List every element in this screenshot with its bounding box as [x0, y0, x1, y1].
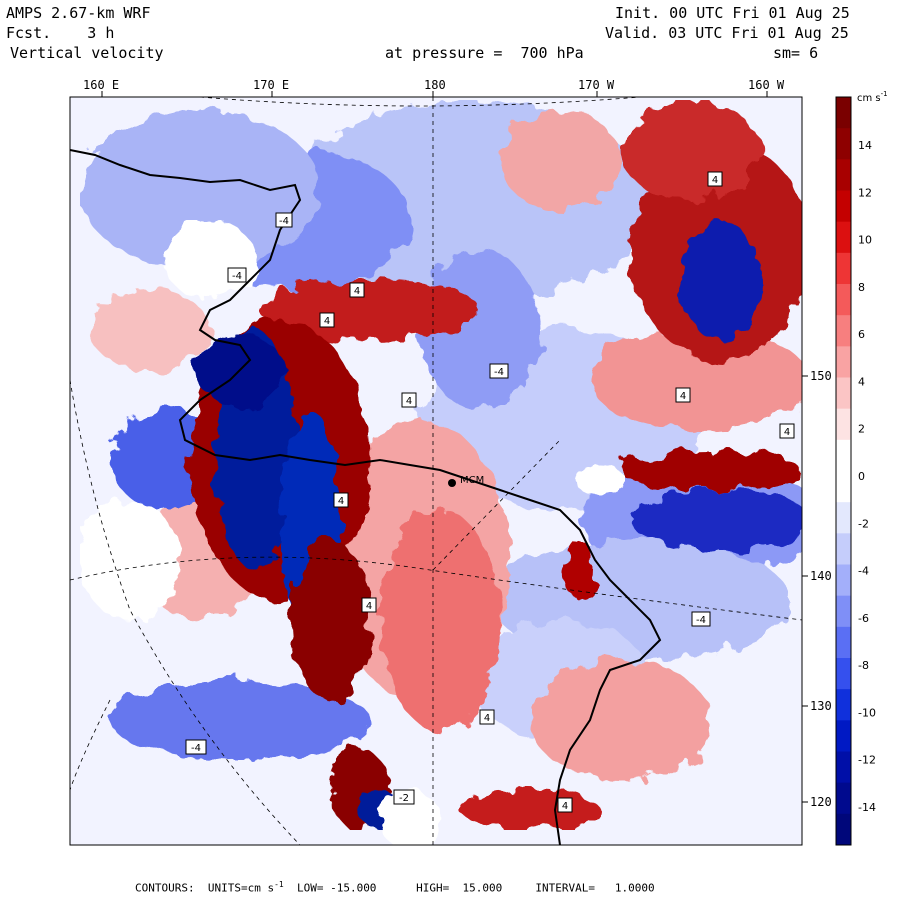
contour-label: -4	[696, 615, 706, 626]
forecast-hour: 3 h	[87, 24, 115, 42]
colorbar-tick-label: 10	[858, 234, 872, 247]
colorbar-tick-label: -8	[858, 659, 869, 672]
map-frame	[69, 96, 803, 846]
station-label: MCM	[460, 475, 484, 486]
graticule	[70, 97, 802, 845]
colorbar-swatch	[836, 408, 851, 441]
contour-label: 4	[680, 391, 686, 402]
contour-label: -4	[232, 271, 242, 282]
forecast-label-text: Fcst.	[6, 24, 52, 42]
contour-label: 4	[406, 396, 412, 407]
colorbar-tick-label: 12	[858, 186, 872, 199]
lon-label-170w: 170 W	[578, 78, 615, 92]
lon-label-160e: 160 E	[83, 78, 120, 92]
colorbar-swatch	[836, 315, 851, 347]
lon-label-160w: 160 W	[748, 78, 785, 92]
lon-label-170e: 170 E	[253, 78, 290, 92]
colorbar-swatch	[836, 190, 851, 223]
colorbar-tick-label: 8	[858, 281, 865, 294]
footer-units-exp: -1	[274, 880, 284, 889]
colorbar-swatch	[836, 502, 851, 534]
contour-label: 4	[366, 601, 372, 612]
vertical-velocity-field	[80, 100, 802, 830]
colorbar-swatch	[836, 595, 851, 628]
pressure-level: at pressure = 700 hPa	[385, 44, 584, 62]
colorbar-swatch	[836, 252, 851, 285]
colorbar-frame	[835, 96, 852, 846]
contour-footer: CONTOURS: UNITS=cm s-1 LOW= -15.000 HIGH…	[135, 880, 655, 895]
colorbar-swatch	[836, 782, 851, 815]
colorbar-tick-label: 14	[858, 139, 872, 152]
contour-label: 4	[562, 801, 568, 812]
contour-label: -2	[399, 793, 409, 804]
contour-labels: -4 4 4 -4 4 4 -4 4 -4 4 4 -2 4 4 -4 4	[185, 171, 795, 813]
colorbar-swatch	[836, 720, 851, 752]
contour-label: 4	[712, 175, 718, 186]
colorbar-swatch	[836, 221, 851, 254]
colorbar-swatch	[836, 689, 851, 721]
colorbar-swatch	[836, 751, 851, 784]
colorbar-tick-label: -2	[858, 517, 869, 530]
field-name: Vertical velocity	[10, 44, 164, 62]
colorbar-swatch	[836, 377, 851, 410]
footer-text: CONTOURS: UNITS=cm s	[135, 881, 275, 895]
colorbar-tick-label: 2	[858, 423, 865, 436]
station-marker	[448, 479, 456, 487]
colorbar-swatch	[836, 813, 851, 846]
colorbar-tick-label: 4	[858, 375, 865, 388]
forecast-label: Fcst. 3 h	[6, 24, 114, 42]
colorbar-tick-label: -14	[858, 801, 876, 814]
contour-label: 4	[484, 713, 490, 724]
contour-label: 4	[784, 427, 790, 438]
footer-range: LOW= -15.000 HIGH= 15.000 INTERVAL= 1.00…	[283, 881, 655, 895]
colorbar-swatch	[836, 658, 851, 690]
coastline	[70, 149, 662, 845]
smoothing-value: sm= 6	[773, 44, 819, 62]
contour-label: 4	[338, 496, 344, 507]
contour-label: -4	[279, 216, 289, 227]
calm-regions	[80, 220, 625, 845]
colorbar-tick-label: 6	[858, 328, 865, 341]
colorbar-tick-label: -10	[858, 706, 876, 719]
contour-label: 4	[324, 316, 330, 327]
valid-time: Valid. 03 UTC Fri 01 Aug 25	[605, 24, 849, 42]
frame-ticks	[101, 91, 808, 803]
colorbar-tick-label: -12	[858, 754, 876, 767]
colorbar: 14 12 10 8 6 4 2 0 -2 -4 -6 -8 -10 -12 -14	[835, 96, 876, 846]
colorbar-units: cm s-1	[857, 90, 888, 104]
colorbar-swatch	[836, 284, 851, 316]
contour-label: 4	[354, 286, 360, 297]
colorbar-tick-label: -4	[858, 565, 869, 578]
lon-label-180: 180	[424, 78, 446, 92]
colorbar-swatch	[836, 471, 851, 503]
model-title: AMPS 2.67-km WRF	[6, 4, 151, 22]
init-time: Init. 00 UTC Fri 01 Aug 25	[615, 4, 850, 22]
colorbar-tick-label: -6	[858, 612, 869, 625]
colorbar-swatch	[836, 564, 851, 597]
colorbar-swatch	[836, 626, 851, 659]
colorbar-swatch	[836, 128, 851, 160]
colorbar-swatch	[836, 346, 851, 378]
contour-label: -4	[494, 367, 504, 378]
colorbar-swatch	[836, 159, 851, 191]
colorbar-swatch	[836, 97, 851, 129]
colorbar-swatch	[836, 533, 851, 565]
contour-label: -4	[191, 743, 201, 754]
colorbar-swatch	[836, 439, 851, 472]
map-panel: MCM -4 4 4 -4 4 4 -4 4 -4 4 4 -2 4 4 -4 …	[70, 97, 802, 845]
colorbar-tick-label: 0	[858, 470, 865, 483]
